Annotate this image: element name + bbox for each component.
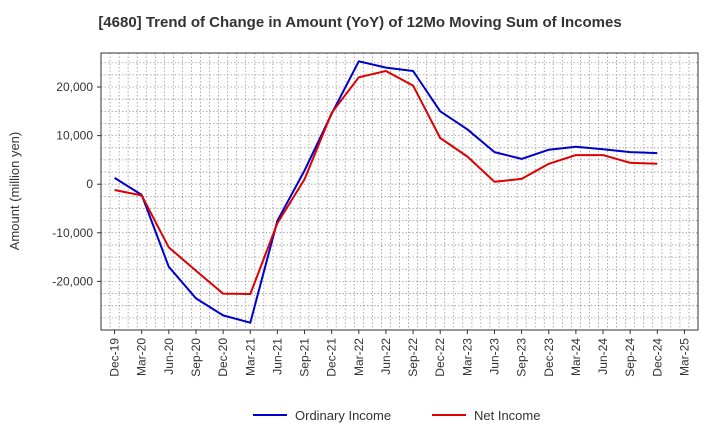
- series-lines: [114, 60, 658, 324]
- x-tick-label: Dec-23: [542, 338, 556, 377]
- y-tick-label: -10,000: [52, 226, 93, 240]
- x-tick-label: Sep-23: [515, 338, 529, 377]
- x-tick-label: Sep-22: [406, 338, 420, 377]
- x-tick-label: Jun-20: [162, 338, 176, 375]
- y-axis-title: Amount (million yen): [7, 132, 22, 251]
- x-axis: Dec-19 Mar-20 Jun-20 Sep-20 Dec-20 Mar-21 Jun-…: [108, 330, 691, 377]
- x-tick-label: Dec-22: [433, 338, 447, 377]
- y-tick-label: -20,000: [52, 274, 93, 288]
- x-tick-label: Mar-20: [135, 338, 149, 376]
- y-tick-label: 10,000: [56, 129, 93, 143]
- x-tick-label: Dec-19: [108, 338, 122, 377]
- x-tick-label: Mar-22: [352, 338, 366, 376]
- x-tick-label: Sep-21: [298, 338, 312, 377]
- x-tick-label: Jun-24: [596, 338, 610, 375]
- series-line-ordinary-income: [114, 60, 658, 324]
- x-tick-label: Mar-25: [677, 338, 691, 376]
- chart-title: [4680] Trend of Change in Amount (YoY) o…: [98, 14, 622, 31]
- x-tick-label: Mar-23: [460, 338, 474, 376]
- x-tick-label: Jun-22: [379, 338, 393, 375]
- legend-label-net-income: Net Income: [474, 408, 540, 423]
- series-line-net-income: [114, 70, 658, 295]
- x-tick-label: Dec-21: [325, 338, 339, 377]
- y-tick-label: 20,000: [56, 80, 93, 94]
- x-tick-label: Dec-24: [650, 338, 664, 377]
- y-tick-label: 0: [86, 177, 93, 191]
- y-axis: -20,000 -10,000 0 10,000 20,000: [52, 80, 101, 288]
- x-tick-label: Sep-20: [189, 338, 203, 377]
- x-tick-label: Mar-24: [569, 338, 583, 376]
- legend: Ordinary Income Net Income: [253, 408, 540, 423]
- plot-border: [100, 52, 699, 331]
- x-tick-label: Dec-20: [216, 338, 230, 377]
- x-tick-label: Jun-21: [270, 338, 284, 375]
- legend-label-ordinary-income: Ordinary Income: [295, 408, 391, 423]
- x-tick-label: Mar-21: [243, 338, 257, 376]
- x-tick-label: Sep-24: [623, 338, 637, 377]
- x-tick-label: Jun-23: [487, 338, 501, 375]
